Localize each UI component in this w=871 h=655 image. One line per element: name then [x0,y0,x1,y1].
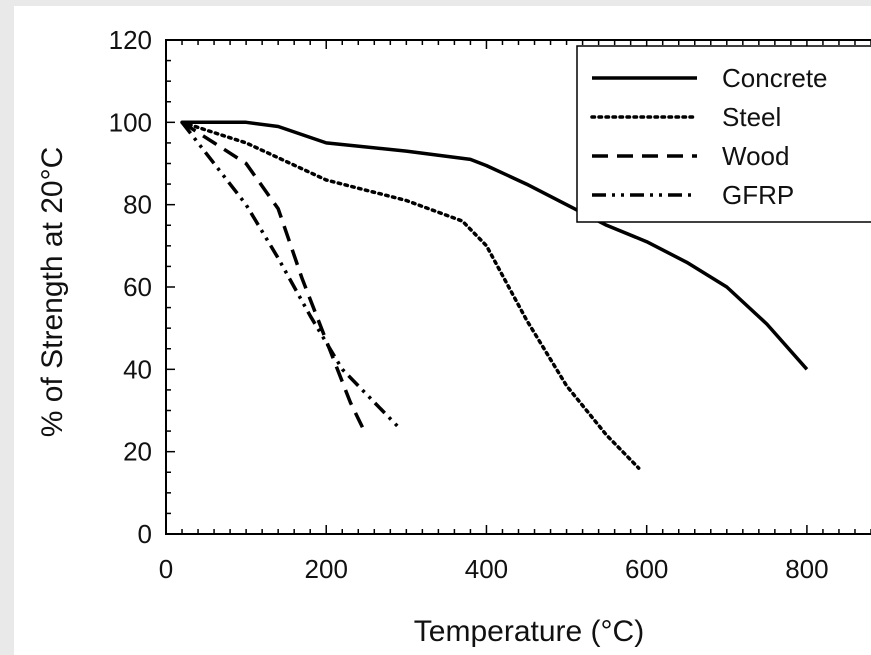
series-line-steel [180,120,641,470]
legend-label-gfrp: GFRP [722,180,794,210]
legend-box [576,45,871,223]
x-tick-label: 800 [785,554,828,584]
series-line-gfrp [180,121,400,429]
legend-label-steel: Steel [722,102,781,132]
series-line-concrete [182,120,809,371]
y-tick-label: 60 [123,272,152,302]
y-tick-label: 40 [123,354,152,384]
y-tick-label: 0 [138,519,152,549]
x-tick-label: 200 [305,554,348,584]
legend: Concrete Steel Wood GFRP [576,45,871,223]
axes [165,39,871,535]
chart-frame: 0 200 400 600 800 0 20 40 60 80 100 120 Temperature… [14,6,871,655]
x-tick-label: 0 [159,554,173,584]
y-tick-label: 120 [109,25,152,55]
legend-label-wood: Wood [722,141,789,171]
x-tick-label: 600 [625,554,668,584]
legend-label-concrete: Concrete [722,63,828,93]
tick-labels: 0 200 400 600 800 0 20 40 60 80 100 120 [109,25,829,584]
y-tick-label: 20 [123,437,152,467]
y-tick-label: 80 [123,190,152,220]
x-tick-label: 400 [465,554,508,584]
series-line-wood [181,120,368,436]
y-tick-label: 100 [109,107,152,137]
x-axis-title: Temperature (°C) [414,615,644,648]
series-layer [180,120,809,470]
y-axis-title: % of Strength at 20°C [36,147,69,438]
line-chart: 0 200 400 600 800 0 20 40 60 80 100 120 Temperature… [36,25,871,648]
